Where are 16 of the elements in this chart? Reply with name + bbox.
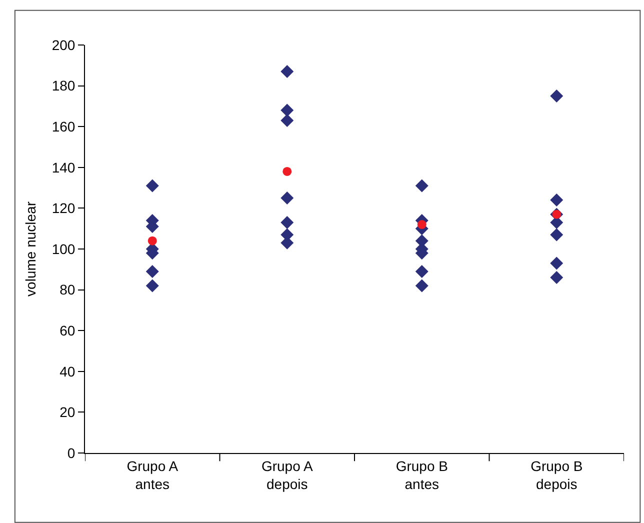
y-tick-label: 180: [52, 78, 76, 94]
x-tick-label: Grupo B antes: [396, 458, 448, 492]
y-tick-label: 120: [52, 200, 76, 216]
y-tick-label: 20: [60, 404, 76, 420]
y-tick-label: 140: [52, 159, 76, 176]
y-tick-label: 200: [52, 36, 76, 53]
y-axis-title: volume nuclear: [22, 201, 38, 296]
y-tick-label: 40: [60, 363, 76, 380]
y-tick-label: 80: [60, 282, 76, 298]
x-tick-label: Grupo A depois: [261, 458, 314, 492]
y-tick-label: 100: [52, 240, 76, 257]
x-tick-label: Grupo A antes: [126, 458, 179, 492]
y-tick-label: 160: [52, 118, 76, 134]
y-tick-label: 0: [67, 444, 76, 461]
x-tick-label: Grupo B depois: [530, 458, 583, 492]
y-tick-label: 60: [60, 322, 76, 338]
